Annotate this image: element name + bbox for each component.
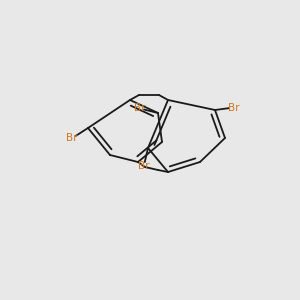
Text: Br: Br bbox=[134, 103, 146, 113]
Text: Br: Br bbox=[228, 103, 239, 112]
Text: Br: Br bbox=[138, 161, 149, 171]
Text: Br: Br bbox=[66, 133, 78, 143]
